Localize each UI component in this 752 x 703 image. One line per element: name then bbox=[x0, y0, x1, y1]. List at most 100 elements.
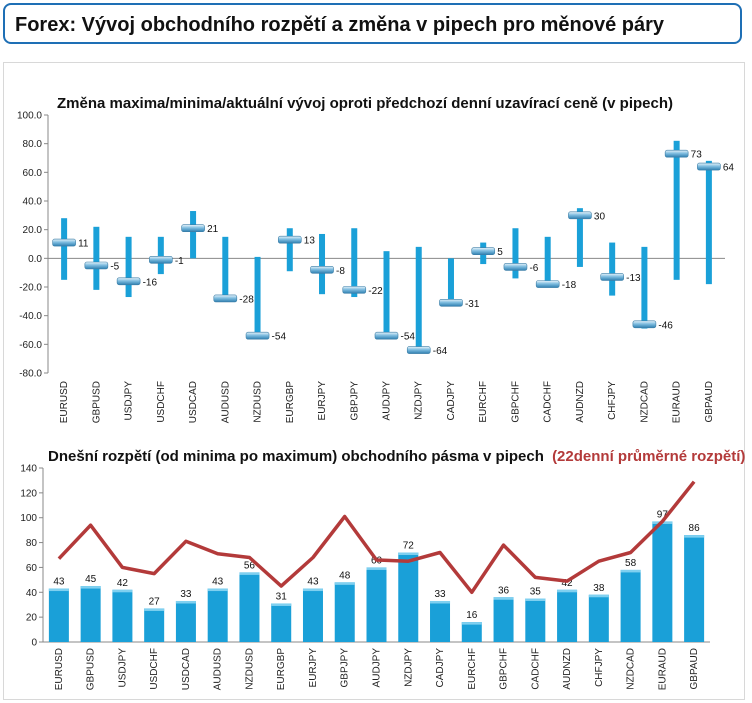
chart2-average-line bbox=[57, 480, 696, 595]
chart2-bar-top bbox=[271, 603, 292, 606]
chart2-data-label: 33 bbox=[180, 589, 192, 600]
chart1-title: Změna maxima/minima/aktuální vývoj oprot… bbox=[57, 95, 673, 112]
chart1-current-marker bbox=[471, 247, 496, 255]
chart2-bar bbox=[461, 622, 482, 642]
chart1-current-marker bbox=[439, 298, 463, 307]
chart1-category-label: AUDNZD bbox=[575, 381, 586, 423]
chart1-range-bar bbox=[705, 160, 712, 285]
chart1-y-tick-label: 0.0 bbox=[28, 254, 42, 265]
chart2-y-tick-label: 60 bbox=[26, 563, 38, 574]
chart1-data-label: 11 bbox=[78, 239, 89, 250]
chart1-current-marker bbox=[535, 280, 560, 288]
chart2-bar-top bbox=[493, 597, 514, 600]
chart1-current-marker bbox=[374, 331, 399, 340]
chart1-y-tick-label: 80.0 bbox=[23, 139, 43, 150]
chart1-range-bar bbox=[641, 246, 648, 329]
chart1-category-label: EURCHF bbox=[478, 381, 489, 423]
chart2-bar-top bbox=[430, 600, 451, 604]
chart2-bar bbox=[48, 588, 69, 642]
chart2-bar bbox=[271, 603, 292, 642]
chart2-data-label: 43 bbox=[212, 577, 224, 588]
chart2-data-label: 97 bbox=[657, 509, 669, 520]
chart1-current-marker bbox=[600, 273, 624, 281]
chart2-bar bbox=[366, 567, 387, 642]
chart2-bar bbox=[557, 589, 578, 642]
header-box: Forex: Vývoj obchodního rozpětí a změna … bbox=[3, 3, 742, 44]
chart2-bar-top bbox=[48, 588, 69, 592]
chart1-range-bar bbox=[351, 228, 358, 298]
chart1-category-label: GBPUSD bbox=[91, 381, 102, 423]
chart2-data-label: 48 bbox=[339, 570, 351, 581]
chart1-category-label: EURUSD bbox=[59, 381, 70, 423]
chart2-category-label: GBPCHF bbox=[499, 648, 510, 690]
chart1-category-label: EURGBP bbox=[285, 381, 296, 424]
chart2-data-label: 42 bbox=[117, 578, 129, 589]
chart1-range-bar bbox=[125, 236, 132, 298]
chart1-data-label: 5 bbox=[497, 247, 503, 258]
chart2-bar-top bbox=[461, 622, 482, 625]
chart2-bar bbox=[588, 594, 609, 642]
chart1-current-marker bbox=[406, 346, 431, 354]
chart1-current-marker bbox=[149, 255, 173, 264]
chart2-bar-top bbox=[366, 567, 387, 570]
chart2-data-label: 38 bbox=[593, 583, 605, 594]
chart2-y-tick-label: 120 bbox=[20, 488, 37, 499]
chart1-current-marker bbox=[245, 331, 270, 340]
chart1-range-bar bbox=[673, 140, 680, 280]
chart1-data-label: 30 bbox=[594, 211, 606, 222]
chart1-range-bar bbox=[286, 228, 293, 272]
chart1-current-marker bbox=[664, 149, 689, 158]
chart2-bar bbox=[144, 608, 165, 642]
chart2-data-label: 86 bbox=[689, 523, 701, 534]
chart1-y-tick-label: -60.0 bbox=[19, 340, 42, 351]
chart1-range-bar bbox=[512, 228, 519, 279]
chart1-data-label: -31 bbox=[465, 299, 480, 310]
chart1-range-bar bbox=[254, 256, 261, 336]
chart1-data-label: -1 bbox=[175, 256, 184, 267]
chart1-range-bar bbox=[61, 218, 68, 280]
chart2-y-tick-label: 40 bbox=[26, 588, 38, 599]
chart1-data-label: -64 bbox=[433, 346, 448, 357]
chart2-data-label: 16 bbox=[466, 610, 478, 621]
chart1-current-marker bbox=[52, 238, 76, 247]
chart1-current-marker bbox=[84, 261, 109, 270]
chart1-y-tick-label: 60.0 bbox=[23, 168, 43, 179]
chart2-category-label: USDCHF bbox=[149, 648, 160, 690]
chart2-category-label: EURCHF bbox=[467, 648, 478, 690]
chart2-bar-top bbox=[207, 588, 228, 592]
chart2-data-label: 36 bbox=[498, 585, 510, 596]
chart1-category-label: EURAUD bbox=[672, 381, 683, 423]
chart1-y-tick-label: -40.0 bbox=[19, 311, 42, 322]
chart2-bar bbox=[334, 582, 355, 642]
chart2-category-label: CADCHF bbox=[530, 648, 541, 690]
chart2-category-label: NZDJPY bbox=[403, 648, 414, 687]
chart2-bar-top bbox=[112, 589, 133, 593]
chart2-bar-top bbox=[684, 535, 705, 538]
chart2-bar-top bbox=[175, 600, 196, 604]
chart1-range-bar bbox=[609, 242, 616, 296]
chart2-category-label: AUDNZD bbox=[562, 648, 573, 690]
chart1-range-bar bbox=[93, 226, 100, 290]
chart2-bar bbox=[620, 569, 641, 642]
chart1-category-label: CADCHF bbox=[543, 381, 554, 423]
chart1-y-tick-label: 40.0 bbox=[23, 197, 43, 208]
chart1-data-label: -5 bbox=[110, 262, 119, 273]
chart2-category-label: USDJPY bbox=[117, 648, 128, 688]
chart1-plot: 100.0 80.0 60.0 40.0 20.0 0.0 -20.0 -40.0 -60.0 -… bbox=[17, 111, 734, 424]
chart2-data-label: 72 bbox=[403, 541, 415, 552]
chart2-bar-top bbox=[588, 594, 609, 598]
chart2-data-label: 45 bbox=[85, 574, 97, 585]
chart2-y-tick-label: 80 bbox=[26, 538, 38, 549]
chart2-bar bbox=[398, 552, 419, 642]
chart1-category-label: CADJPY bbox=[446, 381, 457, 421]
chart2-data-label: 35 bbox=[530, 587, 542, 598]
page-title: Forex: Vývoj obchodního rozpětí a změna … bbox=[15, 14, 665, 36]
chart2-category-label: EURAUD bbox=[657, 648, 668, 690]
chart1-data-label: -46 bbox=[658, 320, 673, 331]
chart1-data-label: -28 bbox=[239, 294, 254, 305]
chart2-category-label: GBPUSD bbox=[86, 648, 97, 690]
chart2-category-label: EURJPY bbox=[308, 648, 319, 688]
chart1-current-marker bbox=[213, 294, 238, 303]
chart1-range-bar bbox=[576, 208, 583, 267]
chart1-category-label: AUDJPY bbox=[382, 381, 393, 421]
